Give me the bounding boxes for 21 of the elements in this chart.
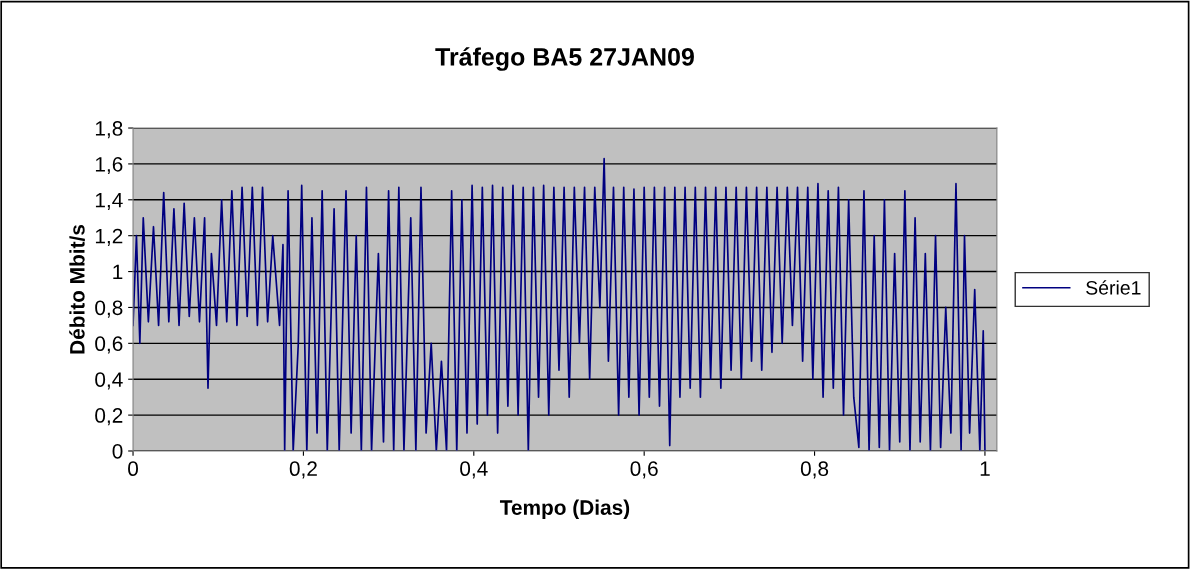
y-tick-label: 0,6	[95, 336, 123, 354]
y-tick-label: 1,6	[95, 156, 123, 175]
x-tick-label: 0,2	[289, 461, 317, 479]
x-axis-title: Tempo (Dias)	[499, 499, 630, 519]
x-tick-label: 0,4	[460, 461, 488, 479]
x-tick-label: 0,6	[630, 461, 658, 479]
y-axis-title: Débito Mbit/s	[69, 224, 85, 354]
y-tick-label: 0,8	[95, 300, 123, 318]
x-tick-label: 1	[980, 461, 990, 476]
chart-title: Tráfego BA5 27JAN09	[435, 47, 694, 71]
x-tick-label: 0,8	[800, 461, 829, 479]
y-tick-label: 0,4	[95, 372, 123, 390]
y-tick-label: 0,2	[95, 408, 123, 426]
y-tick-label: 1,2	[95, 228, 123, 246]
x-tick-label: 0	[128, 461, 139, 477]
y-tick-label: 1	[113, 264, 123, 280]
y-tick-label: 0	[112, 443, 123, 459]
legend-label: Série1	[1086, 280, 1141, 295]
line-series	[133, 157, 986, 451]
y-tick-label: 1,4	[95, 193, 123, 211]
y-tick-label: 1,8	[95, 121, 123, 139]
